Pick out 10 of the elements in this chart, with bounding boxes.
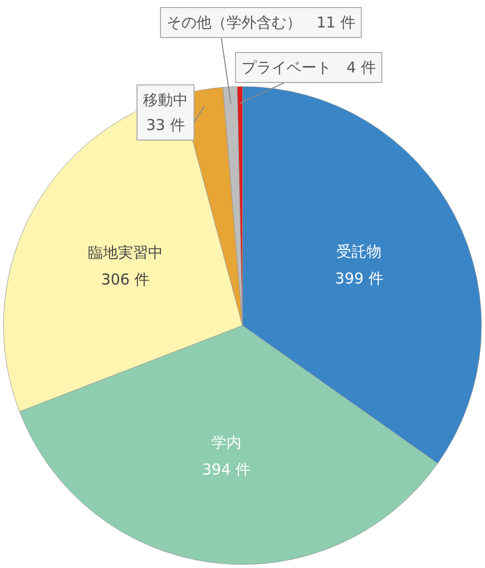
slice-label: 受託物	[336, 242, 382, 261]
data-label: 306 件	[101, 270, 150, 288]
slice-label: プライベート 4 件	[242, 58, 376, 76]
data-label: 394 件	[202, 460, 251, 478]
slice-label: 学内	[211, 433, 242, 452]
slice-label: その他（学外含む） 11 件	[166, 14, 356, 32]
data-label: 399 件	[335, 270, 384, 288]
slice-label: 臨地実習中	[88, 244, 163, 262]
data-label: 33 件	[146, 116, 185, 134]
slice-label: 移動中	[143, 90, 188, 109]
